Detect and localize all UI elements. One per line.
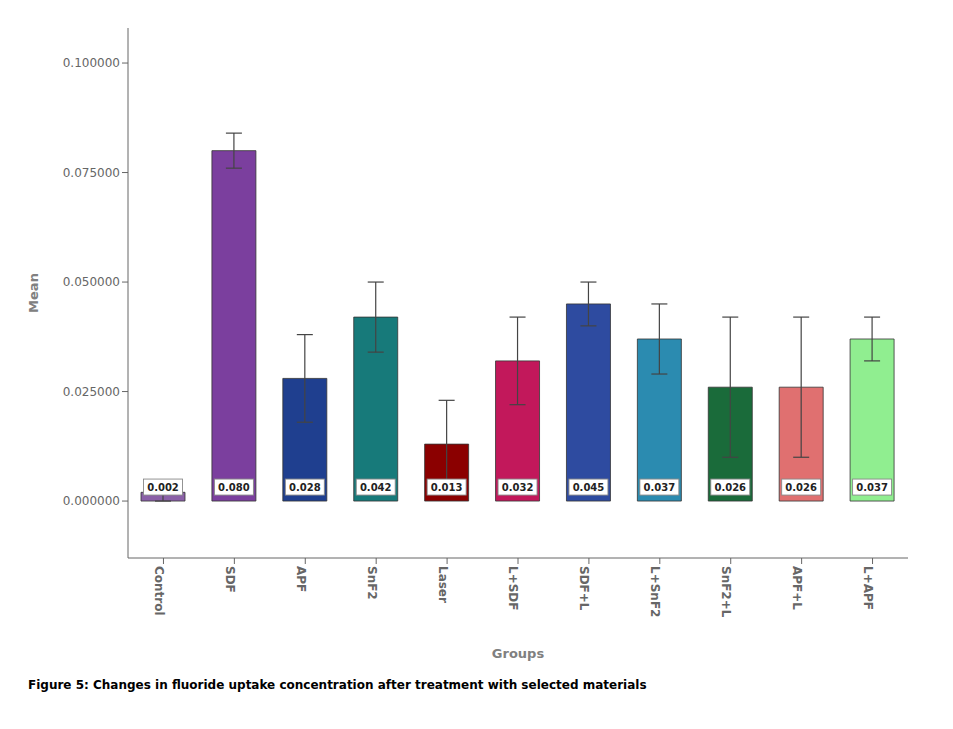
svg-text:0.100000: 0.100000 (63, 56, 120, 70)
svg-text:0.032: 0.032 (502, 482, 534, 493)
svg-text:Mean: Mean (26, 273, 41, 313)
svg-text:0.028: 0.028 (289, 482, 321, 493)
svg-text:L+APF: L+APF (861, 566, 875, 610)
html-text:Figure 5: Changes in fluoride: Figure 5: Changes in fluoride uptake con… (28, 678, 647, 692)
svg-text:APF: APF (294, 566, 308, 592)
svg-text:SDF+L: SDF+L (577, 566, 591, 611)
svg-text:0.000000: 0.000000 (63, 494, 120, 508)
svg-text:0.013: 0.013 (431, 482, 463, 493)
svg-text:L+SnF2: L+SnF2 (648, 566, 662, 617)
svg-text:Control: Control (152, 566, 166, 616)
svg-text:0.037: 0.037 (644, 482, 676, 493)
svg-text:SDF: SDF (223, 566, 237, 593)
svg-text:0.075000: 0.075000 (63, 166, 120, 180)
svg-text:0.026: 0.026 (714, 482, 746, 493)
svg-text:0.026: 0.026 (785, 482, 817, 493)
svg-text:0.045: 0.045 (573, 482, 605, 493)
svg-text:0.025000: 0.025000 (63, 385, 120, 399)
svg-text:0.002: 0.002 (147, 482, 179, 493)
svg-text:SnF2+L: SnF2+L (719, 566, 733, 618)
svg-text:0.050000: 0.050000 (63, 275, 120, 289)
svg-text:SnF2: SnF2 (365, 566, 379, 600)
svg-text:0.080: 0.080 (218, 482, 250, 493)
svg-text:Groups: Groups (492, 646, 545, 661)
svg-text:APF+L: APF+L (790, 566, 804, 610)
svg-text:Laser: Laser (436, 566, 450, 603)
svg-text:L+SDF: L+SDF (506, 566, 520, 611)
svg-text:0.042: 0.042 (360, 482, 392, 493)
svg-text:0.037: 0.037 (856, 482, 888, 493)
